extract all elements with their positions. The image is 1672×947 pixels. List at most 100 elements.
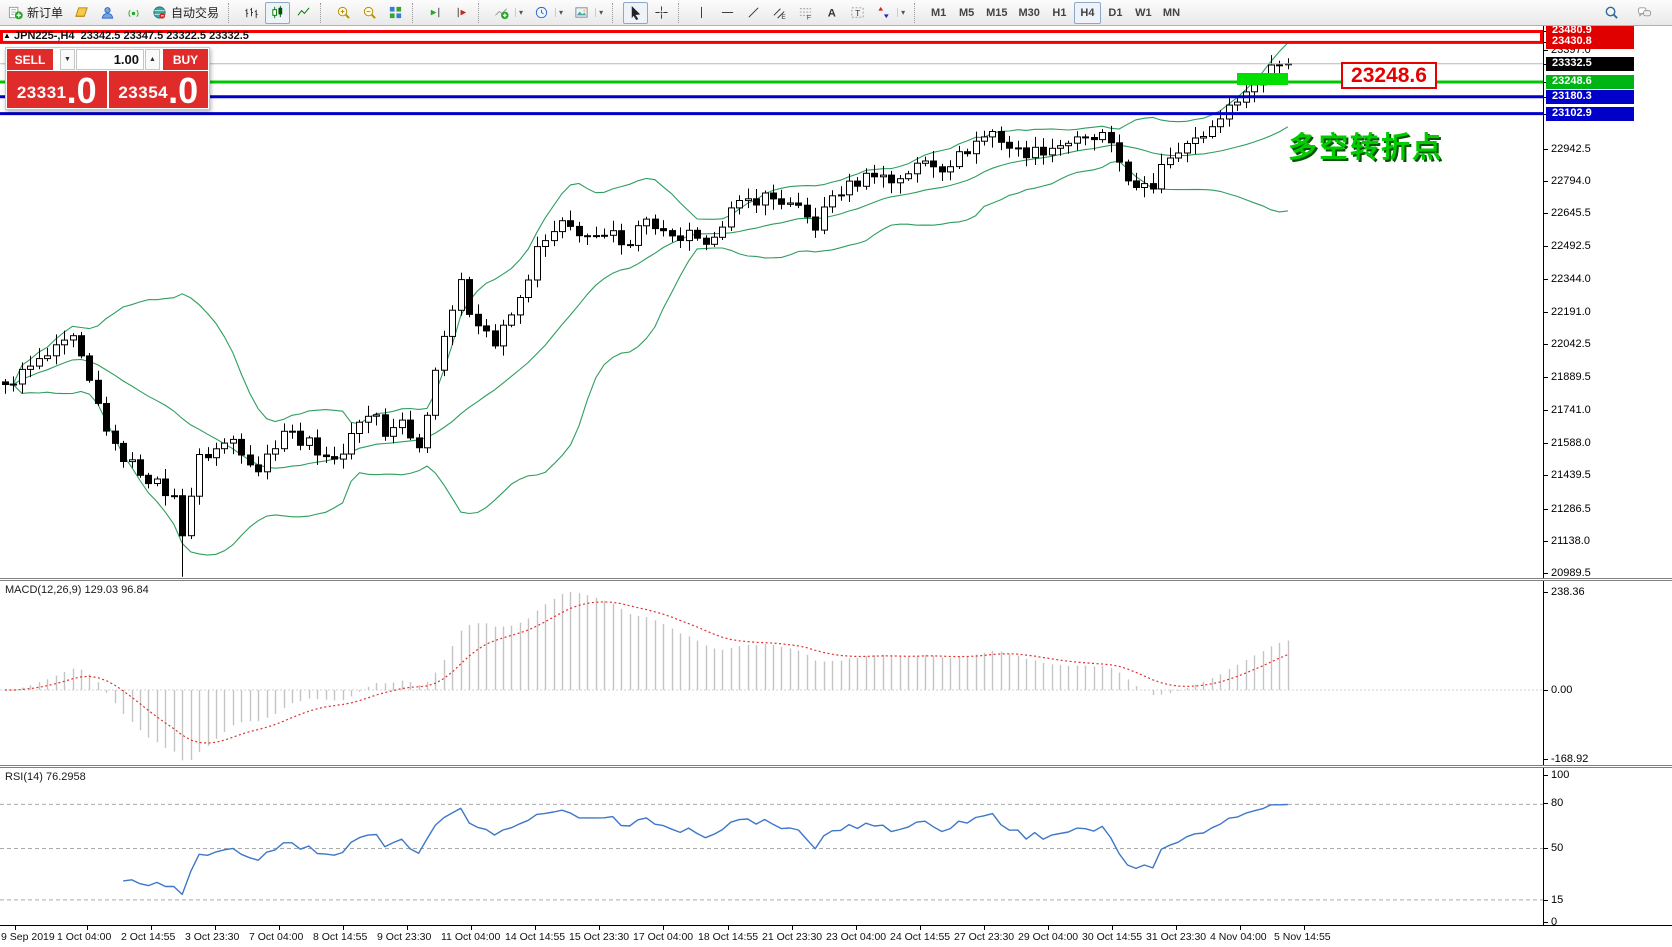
axis-tick-mark <box>1543 848 1548 849</box>
crosshair-icon <box>654 5 669 20</box>
sell-button[interactable]: SELL <box>7 49 53 70</box>
time-axis-tick <box>343 925 344 930</box>
svg-text:A: A <box>828 8 836 20</box>
dropdown-arrow-icon[interactable]: ▾ <box>897 8 905 17</box>
equidistant-channel-button[interactable]: E <box>767 2 792 24</box>
trendline-button[interactable] <box>741 2 766 24</box>
toolbar-separator <box>320 2 327 23</box>
timeframe-m5[interactable]: M5 <box>953 2 980 24</box>
rsi-pane-chart[interactable] <box>0 768 1543 925</box>
candles-icon <box>270 5 285 20</box>
crosshair-button[interactable] <box>649 2 674 24</box>
timeframe-m30[interactable]: M30 <box>1014 2 1045 24</box>
price-axis-label: 22191.0 <box>1551 306 1591 318</box>
macd-label: MACD(12,26,9) 129.03 96.84 <box>5 584 149 596</box>
breakout-zone-highlight[interactable] <box>1237 73 1288 85</box>
fibonacci-button[interactable]: F <box>793 2 818 24</box>
dropdown-arrow-icon[interactable]: ▾ <box>555 8 563 17</box>
resistance-zone-rectangle[interactable] <box>0 30 1543 44</box>
dropdown-arrow-icon[interactable]: ▾ <box>515 8 523 17</box>
price-axis-label: 21439.5 <box>1551 469 1591 481</box>
auto-scroll-button[interactable] <box>423 2 448 24</box>
sell-price-frac: .0 <box>66 70 97 112</box>
timeframe-m1[interactable]: M1 <box>925 2 952 24</box>
tile-windows-button[interactable] <box>383 2 408 24</box>
time-axis-tick <box>1176 925 1177 930</box>
chartshift-icon <box>454 5 469 20</box>
macd-signal-line <box>5 601 1289 744</box>
bollinger-middle-band <box>4 126 1289 469</box>
periods-button[interactable]: ▾ <box>529 2 568 24</box>
text-button[interactable]: A <box>819 2 844 24</box>
bar-chart-button[interactable] <box>239 2 264 24</box>
axis-tick-mark <box>1543 312 1548 313</box>
toolbar-separator <box>228 2 235 23</box>
autotrading-button[interactable]: 自动交易 <box>147 2 224 24</box>
rsi-axis-label: 0 <box>1551 916 1558 928</box>
templates-button[interactable]: ▾ <box>569 2 608 24</box>
volume-input[interactable] <box>76 49 144 70</box>
time-axis[interactable]: 9 Sep 2019 1 Oct 04:00 2 Oct 14:55 3 Oct 23… <box>0 925 1672 947</box>
buy-price-int: 23354 <box>118 83 169 102</box>
vertical-line-button[interactable] <box>689 2 714 24</box>
rsi-axis-label: 15 <box>1551 894 1564 906</box>
time-axis-tick <box>792 925 793 930</box>
signals-button[interactable] <box>121 2 146 24</box>
history-center-button[interactable] <box>69 2 94 24</box>
pane-divider-rsi[interactable] <box>0 765 1672 768</box>
time-axis-tick <box>920 925 921 930</box>
price-axis-label: 21286.5 <box>1551 503 1591 515</box>
time-axis-tick <box>279 925 280 930</box>
panel-collapse-icon[interactable]: ▲ <box>3 31 11 40</box>
price-axis-label: 21741.0 <box>1551 404 1591 416</box>
axis-tick-mark <box>1543 42 1548 43</box>
line-chart-button[interactable] <box>291 2 316 24</box>
cursor-button[interactable] <box>623 1 649 24</box>
chart-shift-button[interactable] <box>449 2 474 24</box>
price-axis-label: 21138.0 <box>1551 535 1590 547</box>
time-axis-label: 11 Oct 04:00 <box>441 931 501 943</box>
horizontal-line-button[interactable] <box>715 2 740 24</box>
timeframe-h4[interactable]: H4 <box>1073 1 1101 24</box>
arrows-button[interactable]: ▾ <box>871 2 910 24</box>
timeframe-mn[interactable]: MN <box>1158 2 1185 24</box>
buy-price-button[interactable]: 23354.0 <box>108 71 208 109</box>
axis-tick-mark <box>1543 213 1548 214</box>
buy-button[interactable]: BUY <box>163 49 208 70</box>
pane-divider-macd[interactable] <box>0 578 1672 581</box>
chanE-icon: E <box>772 5 787 20</box>
toolbar-separator <box>612 2 619 23</box>
candlestick-chart-button[interactable] <box>265 1 291 24</box>
timeframe-h1[interactable]: H1 <box>1046 2 1073 24</box>
sell-price-button[interactable]: 23331.0 <box>7 70 107 112</box>
timeframe-d1[interactable]: D1 <box>1102 2 1129 24</box>
trade-panel-price-row: 23331.0 23354.0 <box>7 70 208 112</box>
macd-pane-chart[interactable] <box>0 581 1543 765</box>
price-axis[interactable] <box>1543 26 1672 925</box>
price-tag-label[interactable]: 23248.6 <box>1341 62 1437 89</box>
one-click-trading-panel: SELL ▼ ▲ BUY 23331.0 23354.0 <box>5 47 210 110</box>
timeframe-m15[interactable]: M15 <box>981 2 1012 24</box>
dropdown-arrow-icon[interactable]: ▾ <box>595 8 603 17</box>
price-level-label: 23180.3 <box>1546 90 1634 104</box>
time-axis-tick <box>599 925 600 930</box>
zoom-in-button[interactable] <box>331 2 356 24</box>
search-button[interactable] <box>1599 2 1624 24</box>
text-label-button[interactable]: T <box>845 2 870 24</box>
timeframe-w1[interactable]: W1 <box>1130 2 1157 24</box>
community-chat-button[interactable] <box>1632 2 1657 24</box>
price-axis-label: 22645.5 <box>1551 207 1591 219</box>
zoom-out-button[interactable] <box>357 2 382 24</box>
time-axis-tick <box>663 925 664 930</box>
new-order-button[interactable]: 新订单 <box>3 2 68 24</box>
bars-icon <box>244 5 259 20</box>
profile-button[interactable] <box>95 2 120 24</box>
indicators-button[interactable]: ▾ <box>489 2 528 24</box>
price-level-label: 23332.5 <box>1546 57 1634 71</box>
svg-text:E: E <box>781 14 786 20</box>
zoom-in-icon <box>336 5 351 20</box>
main-price-chart[interactable] <box>0 26 1543 578</box>
volume-decrease-button[interactable]: ▼ <box>60 49 75 70</box>
time-axis-label: 15 Oct 23:30 <box>569 931 630 943</box>
volume-increase-button[interactable]: ▲ <box>145 49 160 70</box>
